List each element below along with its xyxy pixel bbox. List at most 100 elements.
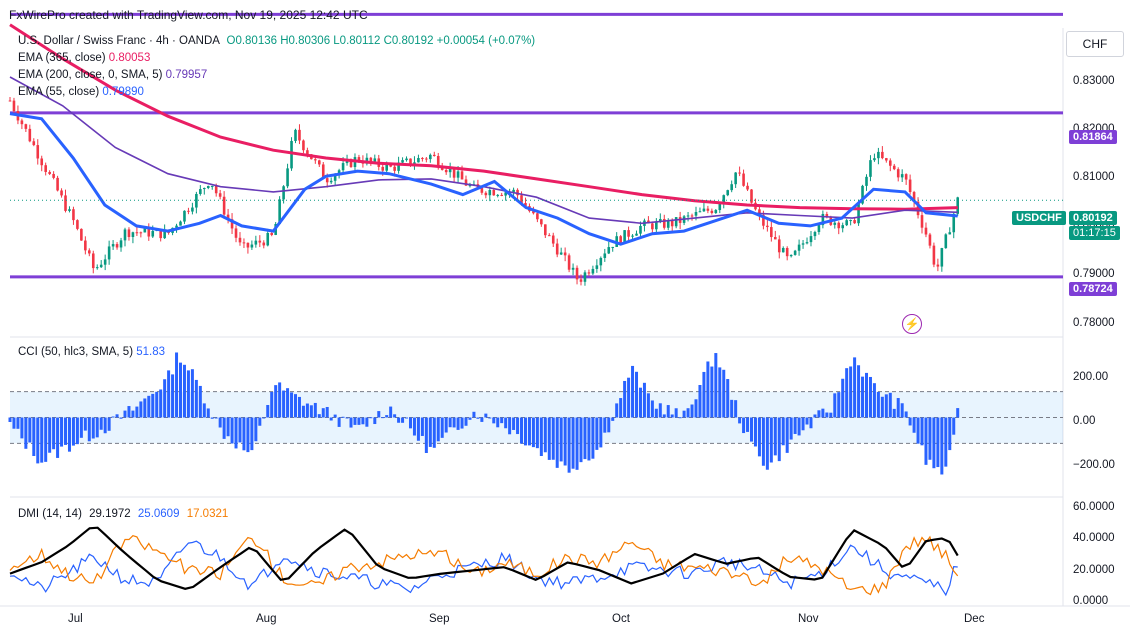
cci-bar [924, 417, 928, 465]
candle-body [920, 215, 924, 228]
candle-body [500, 194, 503, 196]
cci-bar [254, 417, 258, 442]
candle-body [84, 240, 87, 251]
candle-body [68, 209, 71, 211]
cci-bar [99, 417, 103, 430]
cci-bar [781, 417, 785, 446]
candle-body [103, 259, 107, 265]
candle-body [857, 203, 860, 224]
cci-bar [424, 417, 428, 454]
cci-bar [504, 417, 508, 429]
cci-bar [591, 417, 595, 459]
cci-bar [194, 379, 198, 418]
candle-body [48, 171, 51, 174]
cci-bar [516, 417, 520, 435]
cci-bar [531, 417, 535, 448]
candle-body [607, 247, 611, 254]
cci-bar [849, 366, 853, 418]
cci-bar [198, 385, 202, 418]
cci-bar [476, 417, 480, 419]
cci-value: 51.83 [136, 346, 166, 358]
candle-body [488, 189, 492, 196]
cci-bar [627, 377, 631, 418]
cci-bar [563, 417, 567, 466]
candle-body [908, 179, 912, 193]
cci-bar [79, 417, 83, 438]
candle-body [869, 160, 872, 177]
candle-body [825, 213, 829, 217]
candle-body [432, 154, 436, 157]
cci-bar [539, 417, 543, 457]
candle-body [202, 188, 206, 190]
candle-body [805, 242, 809, 244]
cci-bar [246, 417, 250, 453]
candle-body [290, 140, 293, 169]
cci-bar [329, 417, 333, 421]
candle-body [349, 159, 353, 168]
cci-bar [785, 417, 789, 453]
candle-body [496, 194, 500, 196]
cci-bar [722, 369, 726, 418]
candle-body [28, 128, 32, 142]
cci-bar [452, 417, 456, 428]
cci-bar [571, 417, 575, 469]
cci-bar [666, 405, 670, 418]
cci-bar [765, 417, 769, 470]
cci-plot [8, 352, 1063, 475]
dmi-value-3: 17.0321 [186, 508, 229, 520]
cci-bar [753, 417, 757, 447]
cci-bar [492, 417, 496, 424]
candle-body [623, 230, 626, 244]
candle-body [242, 242, 246, 244]
candle-body [210, 185, 214, 187]
cci-bar [397, 417, 401, 423]
candle-body [797, 244, 801, 251]
cci-bar [369, 417, 373, 419]
cci-bar [658, 403, 662, 418]
currency-button[interactable]: CHF [1066, 31, 1124, 57]
candle-body [928, 234, 932, 246]
cci-bar [313, 402, 317, 418]
cci-bar [496, 417, 500, 428]
candle-body [710, 210, 714, 214]
candle-body [191, 207, 194, 212]
candle-body [238, 237, 242, 243]
candle-body [131, 232, 135, 237]
cci-bar [460, 417, 464, 429]
cci-bar [301, 405, 305, 418]
candle-body [179, 221, 182, 226]
ema365-label: EMA (365, close) [18, 52, 106, 64]
cci-bar [694, 399, 698, 418]
cci-bar [60, 417, 64, 447]
cci-bar [761, 417, 765, 466]
cci-bar [420, 417, 424, 436]
candle-body [555, 243, 559, 255]
candle-body [40, 158, 44, 166]
cci-bar [155, 391, 159, 418]
candle-body [76, 220, 79, 229]
candle-body [107, 246, 111, 260]
cci-bar [480, 417, 484, 422]
cci-bar [698, 384, 702, 418]
symbol-tag: USDCHF [1012, 211, 1066, 225]
candle-body [270, 232, 274, 235]
cci-bar [547, 417, 551, 460]
time-tick-nov: Nov [798, 613, 819, 625]
cci-bar [381, 417, 385, 419]
cci-bar [833, 393, 837, 418]
cci-bar [821, 408, 825, 418]
cci-bar [214, 417, 218, 419]
cci-bar [111, 416, 115, 418]
cci-bar [520, 417, 524, 444]
cci-bar [861, 376, 865, 418]
cci-bar [801, 417, 805, 431]
cci-bar [171, 374, 175, 418]
flash-icon[interactable]: ⚡ [902, 314, 922, 334]
cci-bar [900, 403, 904, 418]
candle-body [302, 140, 305, 151]
candle-body [389, 164, 392, 167]
cci-bar [345, 417, 349, 419]
dmi-minus-line [9, 535, 959, 596]
candle-body [706, 208, 710, 211]
ema55-label: EMA (55, close) [18, 86, 100, 98]
